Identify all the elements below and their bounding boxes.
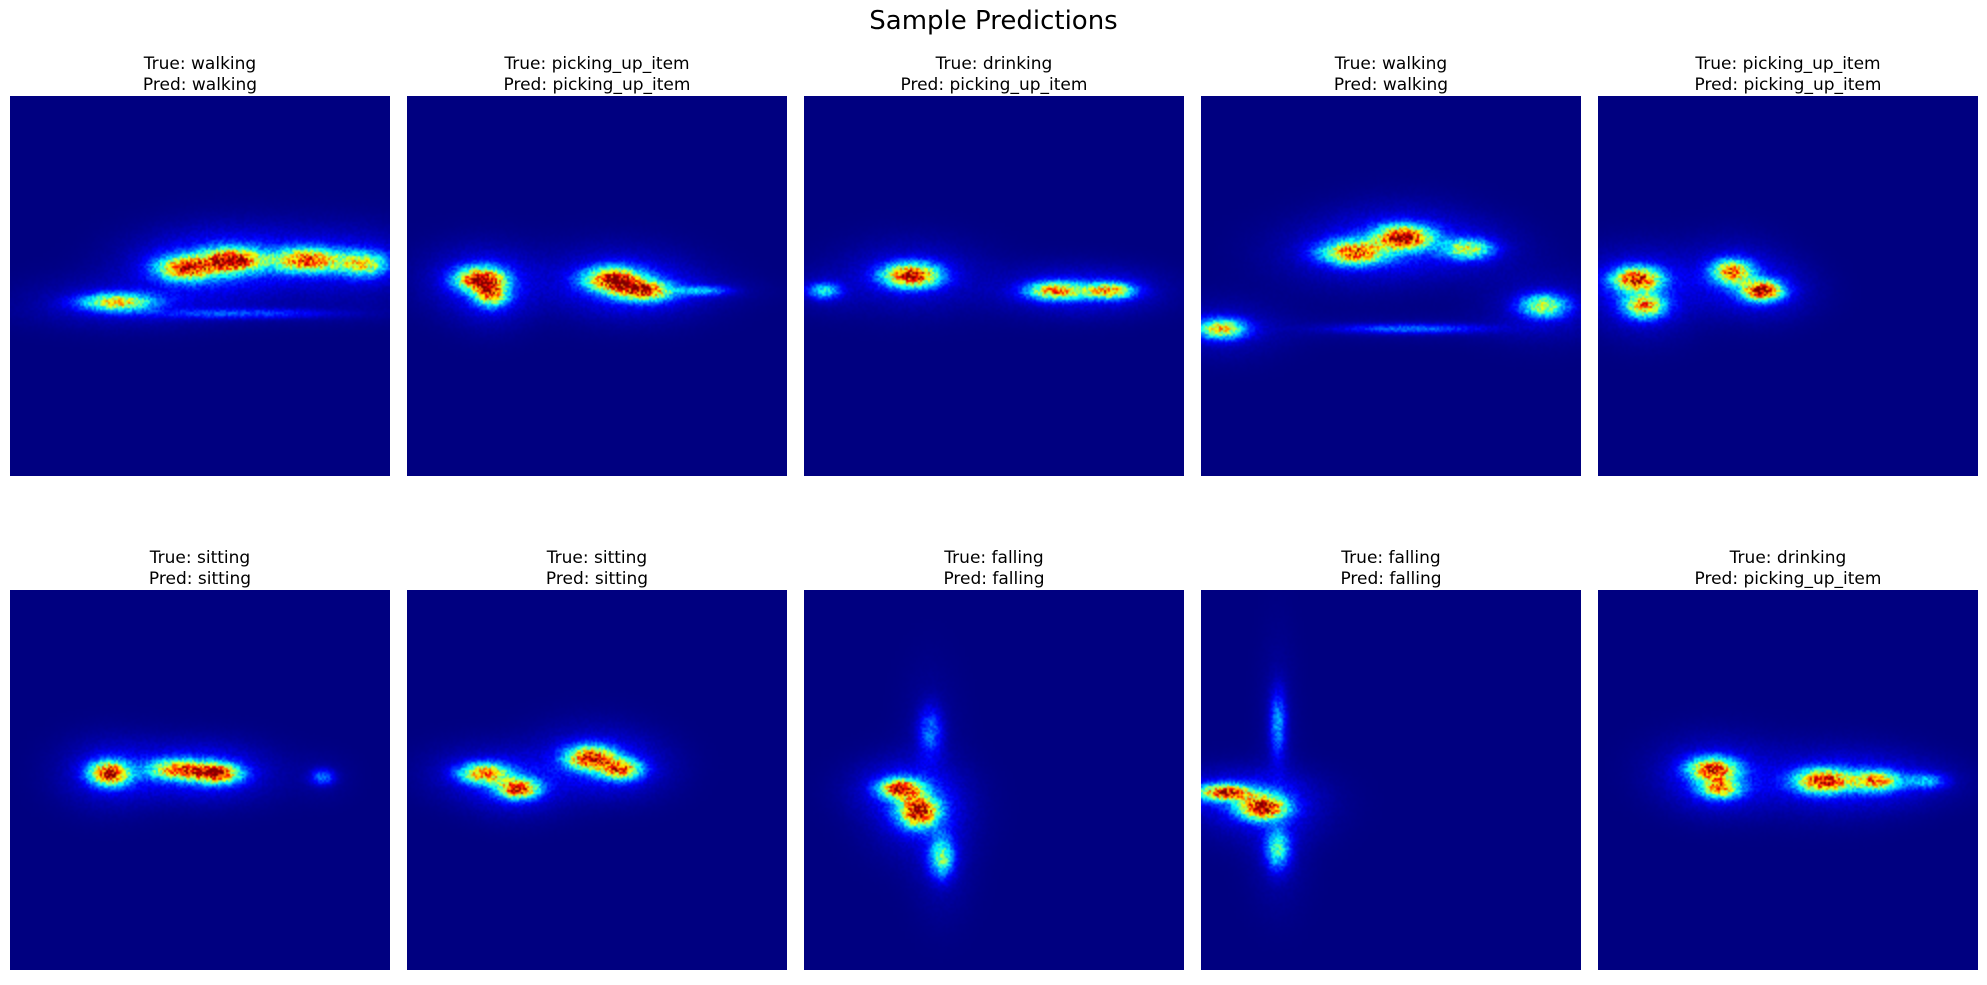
pred-label: Pred: falling xyxy=(943,569,1045,589)
panel-title: True: picking_up_item Pred: picking_up_it… xyxy=(1598,54,1978,96)
true-label: True: picking_up_item xyxy=(1695,54,1881,74)
true-label: True: walking xyxy=(143,54,257,74)
true-label: True: falling xyxy=(944,548,1044,568)
pred-label: Pred: sitting xyxy=(545,569,649,589)
spectrogram-heatmap xyxy=(407,590,787,970)
pred-label: Pred: walking xyxy=(1333,75,1449,95)
prediction-panel: True: picking_up_item Pred: picking_up_it… xyxy=(1598,54,1978,476)
prediction-panel: True: sitting Pred: sitting xyxy=(407,548,787,970)
panel-title: True: drinking Pred: picking_up_item xyxy=(804,54,1184,96)
prediction-panel: True: walking Pred: walking xyxy=(10,54,390,476)
pred-label: Pred: falling xyxy=(1340,569,1442,589)
panel-title: True: walking Pred: walking xyxy=(10,54,390,96)
spectrogram-heatmap xyxy=(407,96,787,476)
panel-title: True: falling Pred: falling xyxy=(804,548,1184,590)
spectrogram-heatmap xyxy=(1598,590,1978,970)
true-label: True: drinking xyxy=(935,54,1053,74)
panel-title: True: drinking Pred: picking_up_item xyxy=(1598,548,1978,590)
prediction-panel: True: picking_up_item Pred: picking_up_it… xyxy=(407,54,787,476)
spectrogram-heatmap xyxy=(1201,590,1581,970)
pred-label: Pred: walking xyxy=(142,75,258,95)
prediction-panel: True: sitting Pred: sitting xyxy=(10,548,390,970)
panel-title: True: falling Pred: falling xyxy=(1201,548,1581,590)
panel-title: True: picking_up_item Pred: picking_up_it… xyxy=(407,54,787,96)
true-label: True: drinking xyxy=(1729,548,1847,568)
prediction-panel: True: falling Pred: falling xyxy=(804,548,1184,970)
true-label: True: sitting xyxy=(546,548,648,568)
spectrogram-heatmap xyxy=(1201,96,1581,476)
pred-label: Pred: picking_up_item xyxy=(503,75,691,95)
pred-label: Pred: picking_up_item xyxy=(1694,75,1882,95)
prediction-panel: True: walking Pred: walking xyxy=(1201,54,1581,476)
spectrogram-heatmap xyxy=(1598,96,1978,476)
true-label: True: sitting xyxy=(149,548,251,568)
spectrogram-heatmap xyxy=(804,590,1184,970)
figure-title: Sample Predictions xyxy=(869,6,1118,36)
panel-title: True: sitting Pred: sitting xyxy=(10,548,390,590)
pred-label: Pred: picking_up_item xyxy=(1694,569,1882,589)
prediction-panel: True: drinking Pred: picking_up_item xyxy=(1598,548,1978,970)
true-label: True: walking xyxy=(1334,54,1448,74)
spectrogram-heatmap xyxy=(804,96,1184,476)
true-label: True: falling xyxy=(1341,548,1441,568)
true-label: True: picking_up_item xyxy=(504,54,690,74)
prediction-panel: True: falling Pred: falling xyxy=(1201,548,1581,970)
prediction-panel: True: drinking Pred: picking_up_item xyxy=(804,54,1184,476)
pred-label: Pred: sitting xyxy=(148,569,252,589)
pred-label: Pred: picking_up_item xyxy=(900,75,1088,95)
spectrogram-heatmap xyxy=(10,590,390,970)
panel-title: True: sitting Pred: sitting xyxy=(407,548,787,590)
panel-title: True: walking Pred: walking xyxy=(1201,54,1581,96)
spectrogram-heatmap xyxy=(10,96,390,476)
